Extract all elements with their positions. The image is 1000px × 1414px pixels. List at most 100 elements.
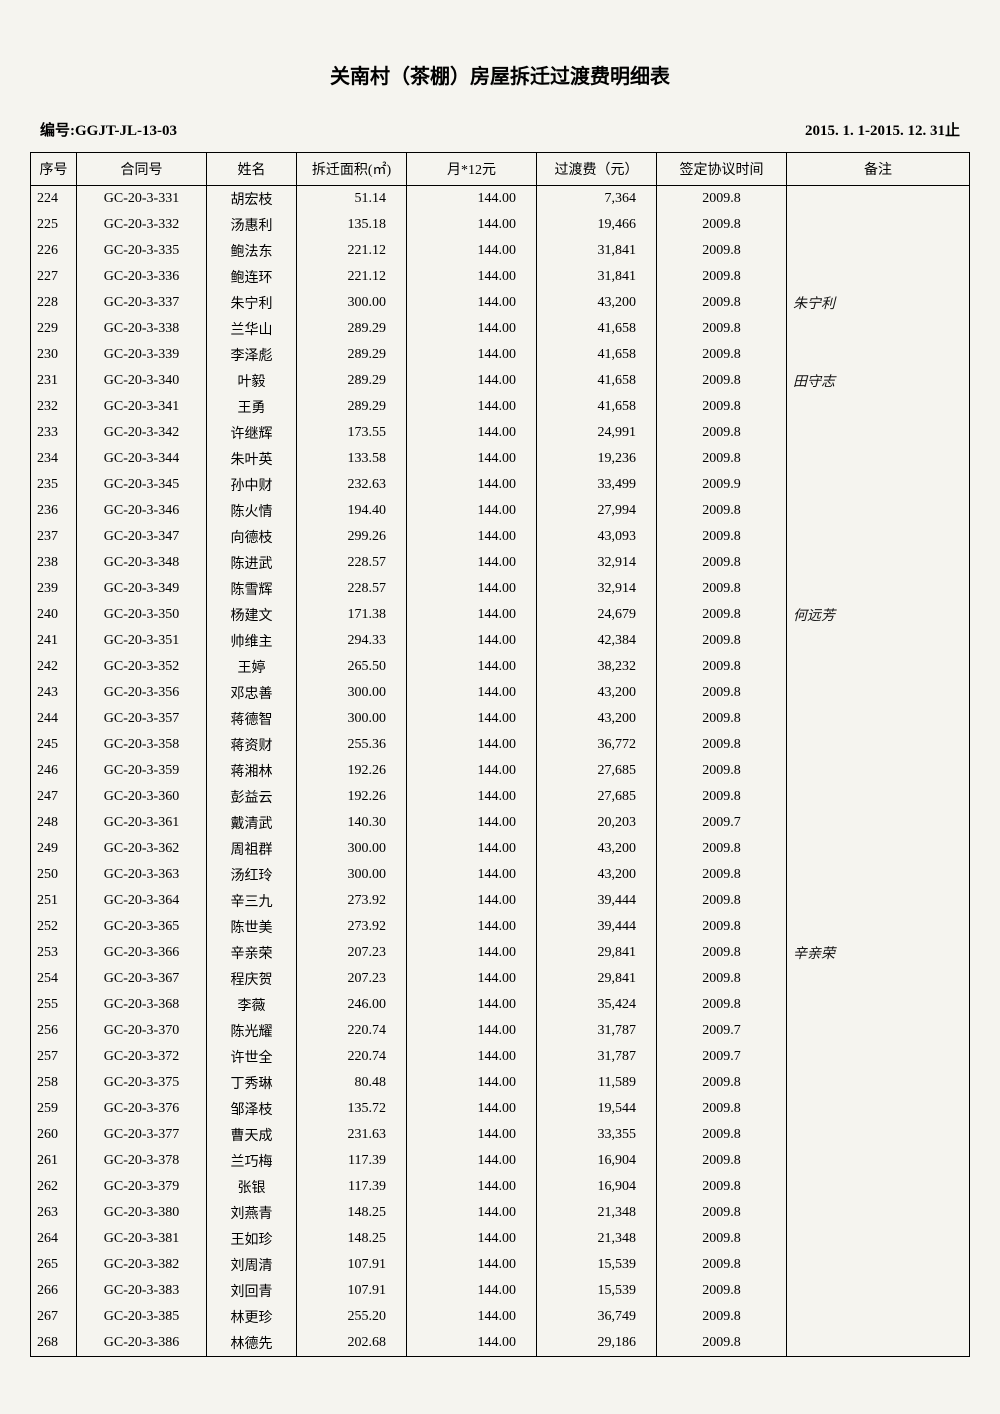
cell-remark bbox=[787, 1304, 970, 1330]
cell-area: 289.29 bbox=[297, 316, 407, 342]
cell-date: 2009.7 bbox=[657, 1044, 787, 1070]
cell-seq: 249 bbox=[31, 836, 77, 862]
cell-seq: 261 bbox=[31, 1148, 77, 1174]
cell-fee: 16,904 bbox=[537, 1174, 657, 1200]
cell-name: 汤红玲 bbox=[207, 862, 297, 888]
cell-name: 张银 bbox=[207, 1174, 297, 1200]
cell-name: 朱叶英 bbox=[207, 446, 297, 472]
table-row: 225GC-20-3-332汤惠利135.18144.0019,4662009.… bbox=[31, 212, 970, 238]
cell-fee: 31,787 bbox=[537, 1044, 657, 1070]
table-header-row: 序号 合同号 姓名 拆迁面积(㎡) 月*12元 过渡费（元） 签定协议时间 备注 bbox=[31, 153, 970, 186]
cell-contract: GC-20-3-380 bbox=[77, 1200, 207, 1226]
cell-fee: 31,787 bbox=[537, 1018, 657, 1044]
table-body: 224GC-20-3-331胡宏枝51.14144.007,3642009.82… bbox=[31, 186, 970, 1357]
cell-contract: GC-20-3-376 bbox=[77, 1096, 207, 1122]
table-row: 253GC-20-3-366辛亲荣207.23144.0029,8412009.… bbox=[31, 940, 970, 966]
cell-rate: 144.00 bbox=[407, 862, 537, 888]
cell-fee: 41,658 bbox=[537, 342, 657, 368]
cell-rate: 144.00 bbox=[407, 992, 537, 1018]
cell-name: 向德枝 bbox=[207, 524, 297, 550]
cell-name: 辛三九 bbox=[207, 888, 297, 914]
cell-remark bbox=[787, 1174, 970, 1200]
cell-area: 192.26 bbox=[297, 784, 407, 810]
cell-rate: 144.00 bbox=[407, 1096, 537, 1122]
table-row: 232GC-20-3-341王勇289.29144.0041,6582009.8 bbox=[31, 394, 970, 420]
cell-contract: GC-20-3-344 bbox=[77, 446, 207, 472]
table-row: 235GC-20-3-345孙中财232.63144.0033,4992009.… bbox=[31, 472, 970, 498]
cell-remark bbox=[787, 862, 970, 888]
cell-seq: 227 bbox=[31, 264, 77, 290]
cell-date: 2009.8 bbox=[657, 1226, 787, 1252]
cell-date: 2009.8 bbox=[657, 680, 787, 706]
cell-rate: 144.00 bbox=[407, 602, 537, 628]
cell-seq: 233 bbox=[31, 420, 77, 446]
cell-remark bbox=[787, 914, 970, 940]
cell-fee: 39,444 bbox=[537, 914, 657, 940]
table-row: 229GC-20-3-338兰华山289.29144.0041,6582009.… bbox=[31, 316, 970, 342]
table-row: 230GC-20-3-339李泽彪289.29144.0041,6582009.… bbox=[31, 342, 970, 368]
doc-no-value: GGJT-JL-13-03 bbox=[75, 123, 177, 139]
cell-date: 2009.8 bbox=[657, 1304, 787, 1330]
cell-remark: 辛亲荣 bbox=[787, 940, 970, 966]
cell-contract: GC-20-3-331 bbox=[77, 186, 207, 213]
cell-seq: 244 bbox=[31, 706, 77, 732]
signature: 辛亲荣 bbox=[793, 947, 835, 962]
cell-fee: 42,384 bbox=[537, 628, 657, 654]
cell-fee: 43,200 bbox=[537, 680, 657, 706]
cell-fee: 19,466 bbox=[537, 212, 657, 238]
cell-area: 273.92 bbox=[297, 888, 407, 914]
cell-name: 邓忠善 bbox=[207, 680, 297, 706]
cell-rate: 144.00 bbox=[407, 212, 537, 238]
col-contract: 合同号 bbox=[77, 153, 207, 186]
cell-rate: 144.00 bbox=[407, 940, 537, 966]
cell-name: 兰巧梅 bbox=[207, 1148, 297, 1174]
cell-seq: 226 bbox=[31, 238, 77, 264]
cell-rate: 144.00 bbox=[407, 1252, 537, 1278]
cell-area: 148.25 bbox=[297, 1200, 407, 1226]
cell-contract: GC-20-3-348 bbox=[77, 550, 207, 576]
cell-name: 孙中财 bbox=[207, 472, 297, 498]
table-row: 255GC-20-3-368李薇246.00144.0035,4242009.8 bbox=[31, 992, 970, 1018]
signature: 朱宁利 bbox=[793, 297, 835, 312]
cell-date: 2009.7 bbox=[657, 810, 787, 836]
cell-name: 李薇 bbox=[207, 992, 297, 1018]
cell-remark bbox=[787, 1330, 970, 1357]
cell-remark bbox=[787, 498, 970, 524]
cell-fee: 33,355 bbox=[537, 1122, 657, 1148]
cell-date: 2009.8 bbox=[657, 446, 787, 472]
table-row: 224GC-20-3-331胡宏枝51.14144.007,3642009.8 bbox=[31, 186, 970, 213]
cell-remark bbox=[787, 212, 970, 238]
cell-remark: 田守志 bbox=[787, 368, 970, 394]
cell-remark bbox=[787, 1122, 970, 1148]
col-seq: 序号 bbox=[31, 153, 77, 186]
cell-contract: GC-20-3-379 bbox=[77, 1174, 207, 1200]
cell-name: 刘周清 bbox=[207, 1252, 297, 1278]
cell-name: 刘燕青 bbox=[207, 1200, 297, 1226]
cell-area: 299.26 bbox=[297, 524, 407, 550]
cell-fee: 31,841 bbox=[537, 264, 657, 290]
cell-fee: 15,539 bbox=[537, 1252, 657, 1278]
table-row: 261GC-20-3-378兰巧梅117.39144.0016,9042009.… bbox=[31, 1148, 970, 1174]
cell-date: 2009.8 bbox=[657, 576, 787, 602]
cell-contract: GC-20-3-386 bbox=[77, 1330, 207, 1357]
cell-contract: GC-20-3-341 bbox=[77, 394, 207, 420]
cell-rate: 144.00 bbox=[407, 394, 537, 420]
cell-area: 246.00 bbox=[297, 992, 407, 1018]
cell-date: 2009.8 bbox=[657, 706, 787, 732]
cell-rate: 144.00 bbox=[407, 1018, 537, 1044]
table-row: 266GC-20-3-383刘回青107.91144.0015,5392009.… bbox=[31, 1278, 970, 1304]
cell-contract: GC-20-3-351 bbox=[77, 628, 207, 654]
cell-fee: 15,539 bbox=[537, 1278, 657, 1304]
table-row: 245GC-20-3-358蒋资财255.36144.0036,7722009.… bbox=[31, 732, 970, 758]
cell-date: 2009.8 bbox=[657, 1252, 787, 1278]
cell-date: 2009.8 bbox=[657, 238, 787, 264]
cell-name: 杨建文 bbox=[207, 602, 297, 628]
col-date: 签定协议时间 bbox=[657, 153, 787, 186]
cell-area: 300.00 bbox=[297, 290, 407, 316]
cell-seq: 250 bbox=[31, 862, 77, 888]
cell-fee: 19,236 bbox=[537, 446, 657, 472]
table-row: 240GC-20-3-350杨建文171.38144.0024,6792009.… bbox=[31, 602, 970, 628]
cell-fee: 27,994 bbox=[537, 498, 657, 524]
cell-rate: 144.00 bbox=[407, 1226, 537, 1252]
cell-fee: 39,444 bbox=[537, 888, 657, 914]
